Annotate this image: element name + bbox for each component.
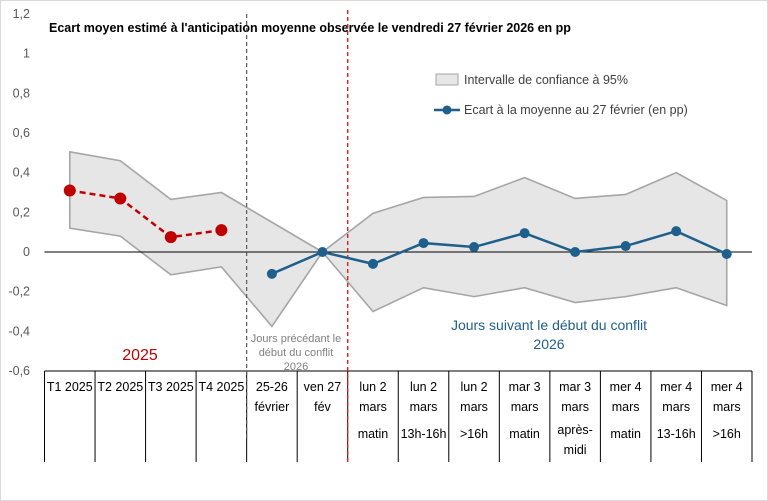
- x-category-label: mer 4: [711, 380, 743, 394]
- annotation-before-line-2: début du conflit: [259, 347, 334, 359]
- data-point-2025: [215, 224, 228, 237]
- x-category-label: février: [255, 400, 290, 414]
- data-point-2025: [63, 184, 76, 197]
- x-category-label: matin: [509, 427, 540, 441]
- data-point-2026: [418, 238, 429, 249]
- x-category-label: 13h-16h: [401, 427, 447, 441]
- annotation-after-line-1: Jours suivant le début du conflit: [451, 317, 647, 333]
- x-category-label: T3 2025: [148, 380, 194, 394]
- legend-series-marker: [442, 105, 452, 115]
- x-category-label: mars: [460, 400, 488, 414]
- x-category-label: matin: [610, 427, 641, 441]
- series-line-2025: [69, 189, 222, 239]
- annotation-before-line-1: Jours précédant le: [251, 333, 342, 345]
- x-category-label: mars: [561, 400, 589, 414]
- label-layer: -0,6 -0,4 -0,2 0 0,2 0,4 0,6 0,8 1 1,2 T1 2025 T2 2…: [8, 7, 742, 457]
- y-tick-label: 0,8: [13, 86, 30, 100]
- confidence-band: [68, 150, 728, 328]
- x-category-label: T2 2025: [97, 380, 143, 394]
- x-category-label: matin: [358, 427, 389, 441]
- x-category-label: ven 27: [304, 380, 342, 394]
- data-point-2025: [164, 231, 177, 244]
- x-category-label: >16h: [460, 427, 488, 441]
- data-point-2026: [671, 226, 682, 237]
- x-category-label: après-: [557, 423, 592, 437]
- data-point-2026: [721, 248, 732, 259]
- x-category-label: lun 2: [410, 380, 437, 394]
- x-category-label: lun 2: [460, 380, 487, 394]
- x-category-label: fév: [314, 400, 331, 414]
- y-tick-label: 0,2: [13, 205, 30, 219]
- y-tick-label: 1: [23, 47, 30, 61]
- annotation-before-line-3: 2026: [284, 361, 308, 373]
- legend-series-label: Ecart à la moyenne au 27 février (en pp): [464, 103, 688, 117]
- y-tick-label: 0,6: [13, 126, 30, 140]
- x-category-label: 13-16h: [657, 427, 696, 441]
- x-category-label: mer 4: [660, 380, 692, 394]
- y-tick-label: -0,4: [8, 324, 30, 338]
- data-point-2026: [519, 228, 530, 239]
- x-category-label: T1 2025: [47, 380, 93, 394]
- y-tick-label: 0,4: [13, 166, 30, 180]
- x-category-label: mars: [612, 400, 640, 414]
- y-tick-label: -0,6: [8, 364, 30, 378]
- x-category-label: T4 2025: [198, 380, 244, 394]
- data-point-2026: [266, 268, 277, 279]
- legend-band-swatch: [435, 73, 459, 86]
- x-category-label: 25-26: [256, 380, 288, 394]
- x-category-label: mars: [410, 400, 438, 414]
- series-line-2026: [271, 229, 728, 275]
- x-category-label: mar 3: [559, 380, 591, 394]
- data-point-2026: [469, 242, 480, 253]
- x-category-label: mars: [359, 400, 387, 414]
- x-category-label: mars: [662, 400, 690, 414]
- x-category-label: midi: [564, 443, 587, 457]
- y-tick-label: 0: [23, 245, 30, 259]
- y-tick-label: 1,2: [13, 7, 30, 21]
- x-category-label: mer 4: [610, 380, 642, 394]
- confidence-band-layer: [68, 150, 728, 328]
- y-tick-label: -0,2: [8, 285, 30, 299]
- x-category-label: mar 3: [509, 380, 541, 394]
- data-point-2026: [367, 258, 378, 269]
- x-category-label: mars: [511, 400, 539, 414]
- x-category-label: >16h: [713, 427, 741, 441]
- x-category-label: lun 2: [359, 380, 386, 394]
- legend-band-label: Intervalle de confiance à 95%: [464, 73, 628, 87]
- series-layer: [63, 184, 732, 279]
- data-point-2026: [620, 241, 631, 252]
- annotation-after-line-2: 2026: [533, 336, 564, 352]
- data-point-2026: [317, 247, 328, 257]
- data-point-2025: [114, 192, 127, 205]
- legend: Intervalle de confiance à 95% Ecart à la…: [434, 73, 688, 117]
- x-category-label: mars: [713, 400, 741, 414]
- axes: [44, 10, 753, 462]
- annotation-2025: 2025: [122, 347, 158, 364]
- data-point-2026: [570, 247, 581, 257]
- chart-title: Ecart moyen estimé à l'anticipation moye…: [49, 21, 571, 35]
